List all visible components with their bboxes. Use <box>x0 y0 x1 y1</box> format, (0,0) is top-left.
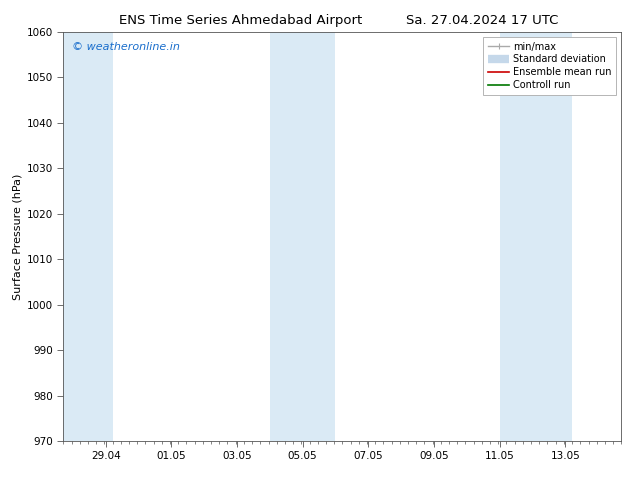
Bar <box>270 32 335 441</box>
Text: © weatheronline.in: © weatheronline.in <box>72 42 179 52</box>
Bar <box>500 32 572 441</box>
Bar <box>63 32 113 441</box>
Text: Sa. 27.04.2024 17 UTC: Sa. 27.04.2024 17 UTC <box>406 14 558 27</box>
Y-axis label: Surface Pressure (hPa): Surface Pressure (hPa) <box>13 173 23 299</box>
Legend: min/max, Standard deviation, Ensemble mean run, Controll run: min/max, Standard deviation, Ensemble me… <box>483 37 616 95</box>
Text: ENS Time Series Ahmedabad Airport: ENS Time Series Ahmedabad Airport <box>119 14 363 27</box>
